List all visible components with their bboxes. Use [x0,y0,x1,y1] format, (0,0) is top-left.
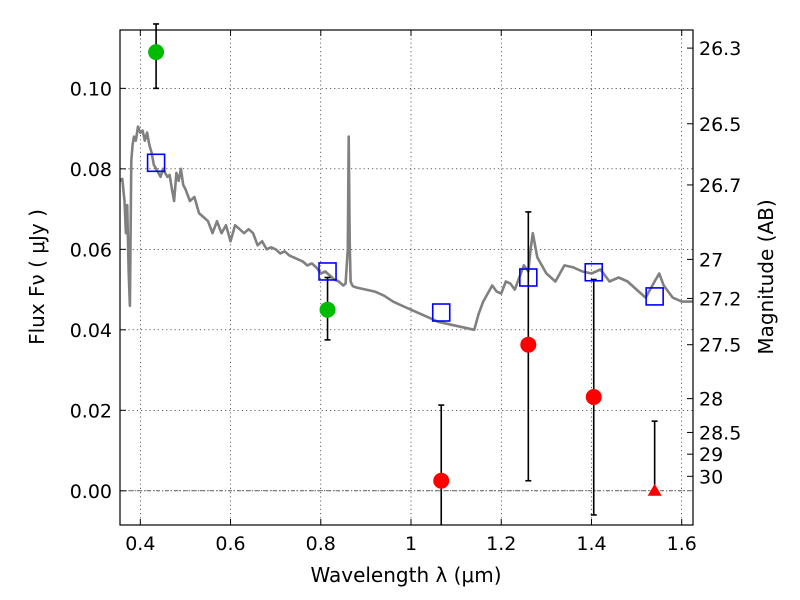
y2-tick-label: 28 [699,389,723,411]
y-axis-title: Flux Fν ( μJy ) [25,209,49,345]
upper-limit-triangle [647,483,662,496]
y-tick-label: 0.06 [70,239,112,261]
flux-point [433,472,450,489]
x-tick-label: 0.6 [215,533,245,555]
y2-tick-label: 30 [699,466,723,488]
y2-tick-label: 27.5 [699,335,741,357]
flux-point [148,44,165,61]
x-tick-label: 0.4 [125,533,155,555]
y-tick-label: 0.10 [70,78,112,100]
y-tick-label: 0.08 [70,159,112,181]
x-tick-label: 1.2 [486,533,516,555]
model-band-square [519,268,538,287]
flux-point [319,301,336,318]
flux-point [520,336,537,353]
plot-frame [119,29,694,526]
grid [120,30,693,525]
y2-tick-label: 27 [699,249,723,271]
ticks: 0.4 0.6 0.8 1 1.2 1.4 1.6 0.00 0.02 0.04 0.06 0.08 0… [70,30,741,555]
y2-tick-label: 29 [699,444,723,466]
y-tick-label: 0.00 [70,481,112,503]
x-tick-label: 1.6 [667,533,697,555]
markers [146,44,664,496]
y2-tick-label: 27.2 [699,288,741,310]
model-band-square [431,303,451,322]
model-band-square [584,262,604,282]
y-tick-label: 0.04 [70,320,112,342]
y2-tick-label: 26.5 [699,114,741,136]
spectrum-layer [119,125,693,332]
y2-tick-label: 26.3 [699,38,741,60]
model-band-square [146,153,166,173]
model-band-square [318,262,337,281]
flux-point [585,389,602,406]
x-tick-label: 1 [405,533,417,555]
y-tick-label: 0.02 [70,400,112,422]
x-tick-label: 1.4 [576,533,606,555]
x-axis-title: Wavelength λ (μm) [310,563,501,587]
y2-axis-title: Magnitude (AB) [754,199,778,354]
model-band-square [645,287,664,306]
x-tick-label: 0.8 [306,533,336,555]
y2-tick-label: 26.7 [699,175,741,197]
y2-tick-label: 28.5 [699,422,741,444]
spectrum-line [119,125,693,332]
